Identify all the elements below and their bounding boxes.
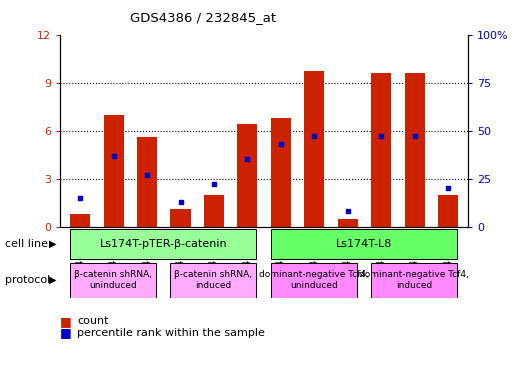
Bar xyxy=(371,263,457,298)
Text: GDS4386 / 232845_at: GDS4386 / 232845_at xyxy=(130,12,276,25)
Text: ■: ■ xyxy=(60,315,72,328)
Text: cell line: cell line xyxy=(5,239,48,249)
Point xyxy=(277,141,285,147)
Text: dominant-negative Tcf4,
uninduced: dominant-negative Tcf4, uninduced xyxy=(259,270,369,290)
Bar xyxy=(170,263,256,298)
Bar xyxy=(204,195,224,227)
Bar xyxy=(104,114,123,227)
Text: ■: ■ xyxy=(60,326,72,339)
Point xyxy=(76,195,84,201)
Bar xyxy=(271,229,457,259)
Bar xyxy=(170,209,190,227)
Bar xyxy=(304,71,324,227)
Point xyxy=(243,156,252,162)
Text: β-catenin shRNA,
induced: β-catenin shRNA, induced xyxy=(175,270,253,290)
Point xyxy=(176,199,185,205)
Point xyxy=(310,133,319,139)
Bar xyxy=(137,137,157,227)
Point xyxy=(344,208,352,214)
Bar xyxy=(438,195,458,227)
Point xyxy=(444,185,452,191)
Bar xyxy=(371,73,391,227)
Text: Ls174T-L8: Ls174T-L8 xyxy=(336,239,392,249)
Text: ▶: ▶ xyxy=(49,275,56,285)
Point xyxy=(411,133,419,139)
Text: protocol: protocol xyxy=(5,275,51,285)
Point xyxy=(143,172,151,178)
Text: β-catenin shRNA,
uninduced: β-catenin shRNA, uninduced xyxy=(74,270,152,290)
Bar xyxy=(271,118,291,227)
Bar xyxy=(70,214,90,227)
Point xyxy=(109,152,118,159)
Bar xyxy=(271,263,357,298)
Text: dominant-negative Tcf4,
induced: dominant-negative Tcf4, induced xyxy=(359,270,469,290)
Point xyxy=(210,181,218,187)
Text: Ls174T-pTER-β-catenin: Ls174T-pTER-β-catenin xyxy=(99,239,227,249)
Bar xyxy=(70,229,256,259)
Bar xyxy=(338,218,358,227)
Text: count: count xyxy=(77,316,108,326)
Text: ▶: ▶ xyxy=(49,239,56,249)
Bar xyxy=(70,263,156,298)
Point xyxy=(377,133,385,139)
Text: percentile rank within the sample: percentile rank within the sample xyxy=(77,328,265,338)
Bar xyxy=(405,73,425,227)
Bar xyxy=(237,124,257,227)
